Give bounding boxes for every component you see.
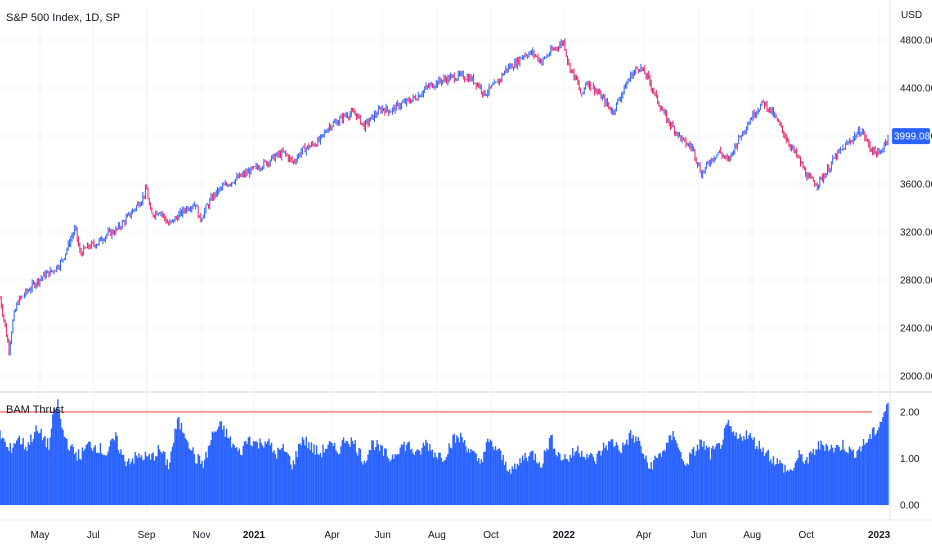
- time-tick-label: Oct: [799, 530, 815, 541]
- time-tick-label: May: [31, 530, 50, 541]
- time-tick-label: Sep: [138, 530, 156, 541]
- bam-thrust-histogram[interactable]: [0, 399, 889, 506]
- price-plot[interactable]: [0, 38, 889, 356]
- time-tick-label: 2021: [243, 530, 266, 541]
- time-tick-label: Apr: [636, 530, 652, 541]
- indicator-tick-label: 0.00: [900, 501, 920, 512]
- indicator-tick-label: 2.00: [900, 407, 920, 418]
- time-tick-label: Aug: [428, 530, 446, 541]
- time-axis[interactable]: May Jul Sep Nov 2021 Apr Jun Aug Oct 2022 Apr Jun Au…: [31, 530, 891, 541]
- price-tick-label: 2000.00: [900, 372, 932, 383]
- grid-lines: [0, 0, 932, 521]
- price-tick-label: 3200.00: [900, 228, 932, 239]
- time-tick-label: Oct: [483, 530, 499, 541]
- time-tick-label: Nov: [193, 530, 211, 541]
- time-tick-label: Jun: [691, 530, 707, 541]
- last-price-marker: 3999.08: [892, 128, 931, 145]
- time-tick-label: Apr: [324, 530, 340, 541]
- chart-title: S&P 500 Index, 1D, SP: [6, 12, 121, 24]
- time-tick-label: Aug: [743, 530, 761, 541]
- price-tick-label: 4800.00: [900, 36, 932, 47]
- time-tick-label: Jun: [375, 530, 391, 541]
- last-price-badge: [892, 128, 930, 145]
- currency-label: USD: [901, 10, 923, 21]
- price-tick-label: 4400.00: [900, 84, 932, 95]
- indicator-tick-label: 1.00: [900, 454, 920, 465]
- price-tick-label: 2800.00: [900, 276, 932, 287]
- time-tick-label: 2022: [553, 530, 576, 541]
- indicator-axis[interactable]: 0.00 1.00 2.00: [900, 407, 920, 511]
- last-price-label: 3999.08: [894, 132, 931, 143]
- price-axis[interactable]: 2000.002400.002800.003200.003600.004000.…: [900, 36, 932, 383]
- time-tick-label: 2023: [868, 530, 891, 541]
- time-tick-label: Jul: [87, 530, 100, 541]
- indicator-title: BAM Thrust: [6, 404, 64, 416]
- price-tick-label: 2400.00: [900, 324, 932, 335]
- price-tick-label: 3600.00: [900, 180, 932, 191]
